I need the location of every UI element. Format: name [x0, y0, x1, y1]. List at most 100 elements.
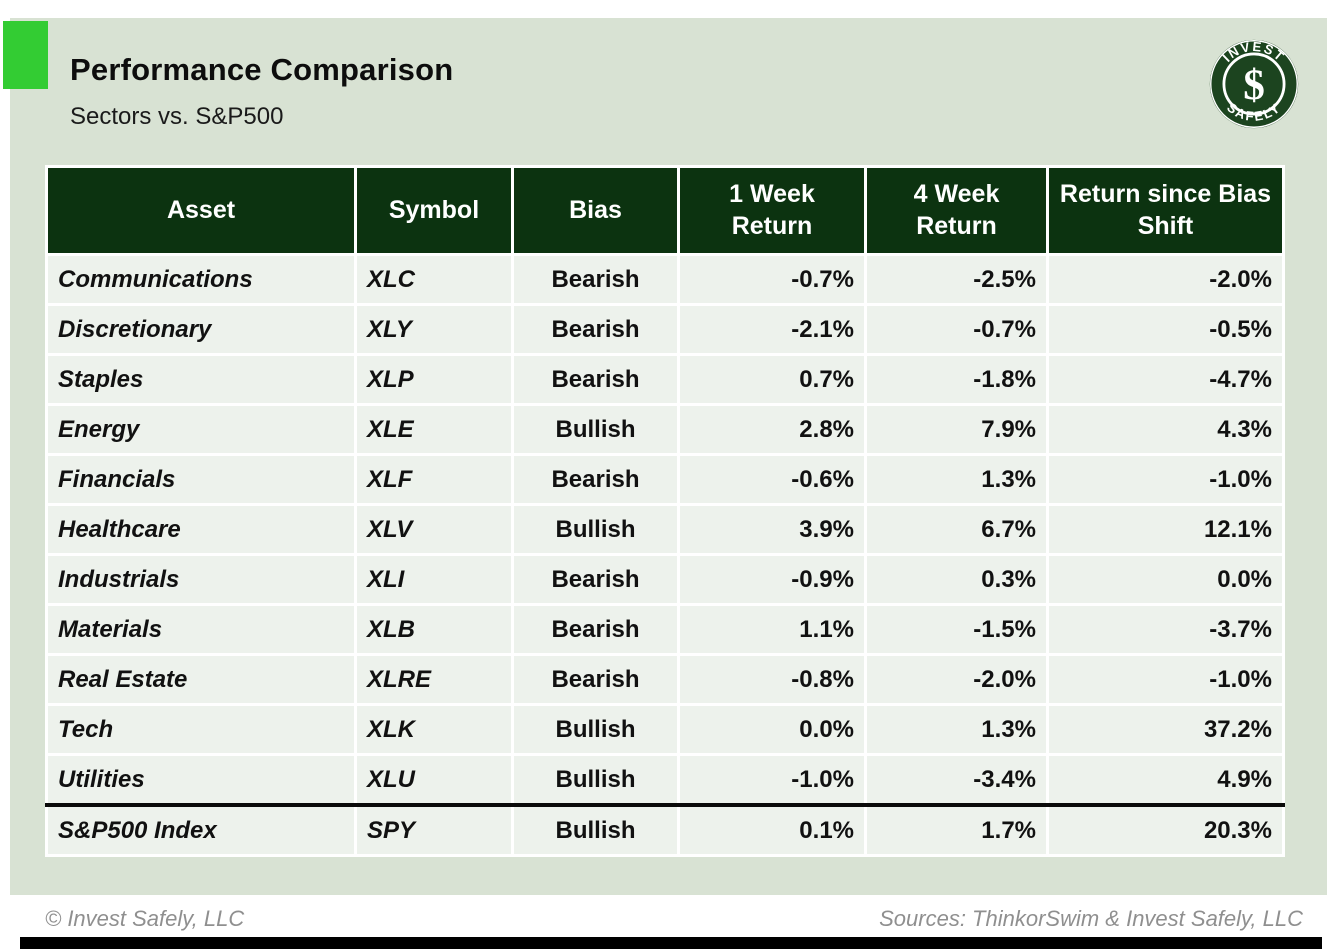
week4-return-cell: -2.0%: [864, 653, 1049, 706]
symbol-cell: XLV: [354, 503, 514, 556]
week1-return-cell: 3.9%: [677, 503, 867, 556]
sources-text: Sources: ThinkorSwim & Invest Safely, LL…: [879, 906, 1303, 931]
symbol-cell: XLP: [354, 353, 514, 406]
week4-return-cell: 0.3%: [864, 553, 1049, 606]
since-shift-return-cell: 4.3%: [1046, 403, 1285, 456]
week1-return-cell: -0.8%: [677, 653, 867, 706]
header-asset: Asset: [45, 165, 357, 256]
accent-square: [3, 21, 48, 89]
table-row: Utilities XLU Bullish -1.0% -3.4% 4.9%: [45, 753, 1285, 807]
header-4-week-return: 4 Week Return: [864, 165, 1049, 256]
since-shift-return-cell: 0.0%: [1046, 553, 1285, 606]
symbol-cell: XLF: [354, 453, 514, 506]
week1-return-cell: 0.7%: [677, 353, 867, 406]
since-shift-return-cell: 4.9%: [1046, 753, 1285, 807]
table-row: S&P500 Index SPY Bullish 0.1% 1.7% 20.3%: [45, 803, 1285, 857]
bias-cell: Bullish: [511, 403, 680, 456]
symbol-cell: XLB: [354, 603, 514, 656]
since-shift-return-cell: 37.2%: [1046, 703, 1285, 756]
symbol-cell: SPY: [354, 803, 514, 857]
bias-cell: Bullish: [511, 503, 680, 556]
since-shift-return-cell: -4.7%: [1046, 353, 1285, 406]
week4-return-cell: -0.7%: [864, 303, 1049, 356]
since-shift-return-cell: 12.1%: [1046, 503, 1285, 556]
symbol-cell: XLU: [354, 753, 514, 807]
header-symbol: Symbol: [354, 165, 514, 256]
week4-return-cell: 6.7%: [864, 503, 1049, 556]
since-shift-return-cell: -0.5%: [1046, 303, 1285, 356]
asset-cell: Discretionary: [45, 303, 357, 356]
performance-table-body: Communications XLC Bearish -0.7% -2.5% -…: [45, 253, 1285, 857]
week4-return-cell: 1.7%: [864, 803, 1049, 857]
week1-return-cell: -0.9%: [677, 553, 867, 606]
week4-return-cell: -1.8%: [864, 353, 1049, 406]
week4-return-cell: 1.3%: [864, 703, 1049, 756]
asset-cell: Energy: [45, 403, 357, 456]
symbol-cell: XLE: [354, 403, 514, 456]
week1-return-cell: -2.1%: [677, 303, 867, 356]
table-header: Asset Symbol Bias 1 Week Return 4 Week R…: [45, 165, 1285, 256]
week1-return-cell: 0.1%: [677, 803, 867, 857]
table-row: Healthcare XLV Bullish 3.9% 6.7% 12.1%: [45, 503, 1285, 556]
bias-cell: Bearish: [511, 303, 680, 356]
bias-cell: Bullish: [511, 803, 680, 857]
bias-cell: Bearish: [511, 353, 680, 406]
header-1-week-return: 1 Week Return: [677, 165, 867, 256]
week4-return-cell: 1.3%: [864, 453, 1049, 506]
symbol-cell: XLI: [354, 553, 514, 606]
header-return-since-bias-shift: Return since Bias Shift: [1046, 165, 1285, 256]
bias-cell: Bearish: [511, 253, 680, 306]
bias-cell: Bearish: [511, 653, 680, 706]
week1-return-cell: -1.0%: [677, 753, 867, 807]
performance-table: Asset Symbol Bias 1 Week Return 4 Week R…: [45, 165, 1285, 857]
asset-cell: Industrials: [45, 553, 357, 606]
bias-cell: Bearish: [511, 603, 680, 656]
table-row: Real Estate XLRE Bearish -0.8% -2.0% -1.…: [45, 653, 1285, 706]
bias-cell: Bearish: [511, 453, 680, 506]
week1-return-cell: 2.8%: [677, 403, 867, 456]
logo-monogram: $: [1243, 61, 1265, 109]
asset-cell: Healthcare: [45, 503, 357, 556]
asset-cell: Tech: [45, 703, 357, 756]
week4-return-cell: -2.5%: [864, 253, 1049, 306]
week1-return-cell: 0.0%: [677, 703, 867, 756]
week1-return-cell: 1.1%: [677, 603, 867, 656]
week1-return-cell: -0.7%: [677, 253, 867, 306]
asset-cell: Materials: [45, 603, 357, 656]
table-row: Discretionary XLY Bearish -2.1% -0.7% -0…: [45, 303, 1285, 356]
bias-cell: Bullish: [511, 703, 680, 756]
table-row: Industrials XLI Bearish -0.9% 0.3% 0.0%: [45, 553, 1285, 606]
table-row: Energy XLE Bullish 2.8% 7.9% 4.3%: [45, 403, 1285, 456]
symbol-cell: XLY: [354, 303, 514, 356]
since-shift-return-cell: -2.0%: [1046, 253, 1285, 306]
week4-return-cell: -1.5%: [864, 603, 1049, 656]
week1-return-cell: -0.6%: [677, 453, 867, 506]
symbol-cell: XLK: [354, 703, 514, 756]
page-subtitle: Sectors vs. S&P500: [70, 103, 284, 130]
table-row: Communications XLC Bearish -0.7% -2.5% -…: [45, 253, 1285, 306]
invest-safely-logo-icon: INVEST SAFELY $: [1209, 39, 1299, 129]
asset-cell: S&P500 Index: [45, 803, 357, 857]
table-row: Materials XLB Bearish 1.1% -1.5% -3.7%: [45, 603, 1285, 656]
symbol-cell: XLC: [354, 253, 514, 306]
bias-cell: Bearish: [511, 553, 680, 606]
asset-cell: Staples: [45, 353, 357, 406]
since-shift-return-cell: 20.3%: [1046, 803, 1285, 857]
asset-cell: Utilities: [45, 753, 357, 807]
since-shift-return-cell: -3.7%: [1046, 603, 1285, 656]
asset-cell: Financials: [45, 453, 357, 506]
bottom-bar: [20, 937, 1322, 949]
copyright-text: © Invest Safely, LLC: [45, 906, 245, 931]
bias-cell: Bullish: [511, 753, 680, 807]
table-row: Staples XLP Bearish 0.7% -1.8% -4.7%: [45, 353, 1285, 406]
table-row: Tech XLK Bullish 0.0% 1.3% 37.2%: [45, 703, 1285, 756]
since-shift-return-cell: -1.0%: [1046, 453, 1285, 506]
page-title: Performance Comparison: [70, 52, 454, 87]
week4-return-cell: 7.9%: [864, 403, 1049, 456]
week4-return-cell: -3.4%: [864, 753, 1049, 807]
since-shift-return-cell: -1.0%: [1046, 653, 1285, 706]
symbol-cell: XLRE: [354, 653, 514, 706]
table-row: Financials XLF Bearish -0.6% 1.3% -1.0%: [45, 453, 1285, 506]
asset-cell: Communications: [45, 253, 357, 306]
